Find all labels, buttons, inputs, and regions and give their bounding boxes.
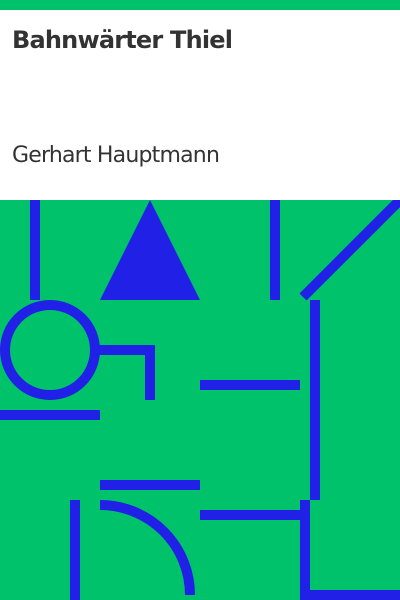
book-author: Gerhart Hauptmann	[12, 143, 220, 168]
l-horizontal	[300, 590, 400, 600]
cover-artwork	[0, 200, 400, 600]
vertical-bar	[70, 500, 80, 600]
horizontal-bar	[200, 380, 300, 390]
horizontal-bar	[100, 480, 200, 490]
horizontal-bar	[200, 510, 300, 520]
hook-horizontal	[95, 345, 155, 355]
top-color-strip	[0, 0, 400, 10]
vertical-bar	[310, 300, 320, 500]
l-vertical	[300, 500, 310, 600]
vertical-bar	[270, 200, 280, 300]
cover-header: Bahnwärter Thiel Gerhart Hauptmann	[0, 10, 400, 200]
hook-vertical	[145, 345, 155, 400]
arc-shape	[99, 500, 195, 596]
triangle-shape	[100, 200, 200, 300]
horizontal-bar	[0, 410, 100, 420]
diagonal-line	[299, 200, 400, 301]
vertical-bar	[30, 200, 40, 300]
book-title: Bahnwärter Thiel	[12, 26, 233, 54]
